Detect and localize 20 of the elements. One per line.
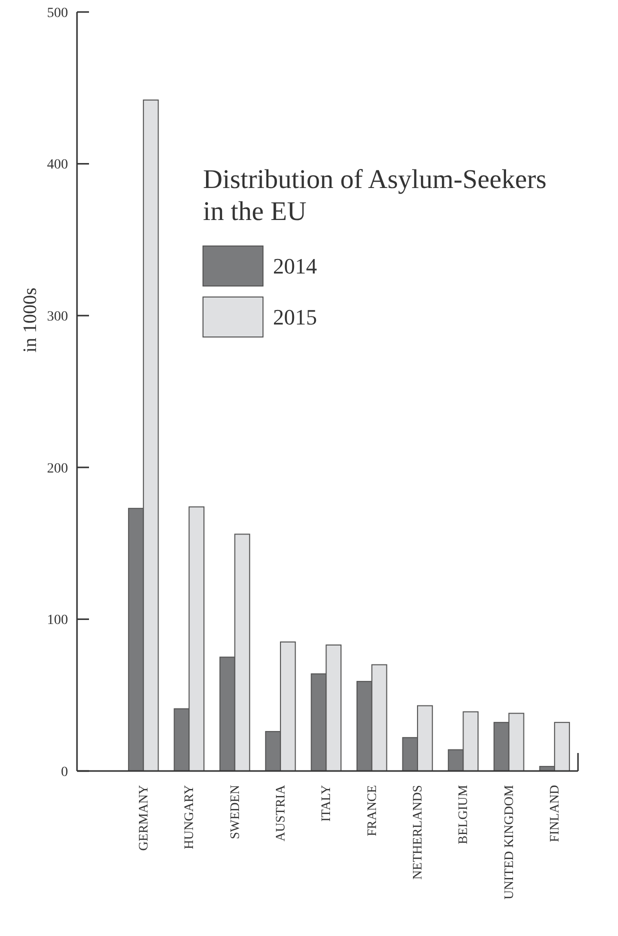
x-tick-label: HUNGARY [181, 784, 196, 850]
y-tick-label: 100 [47, 613, 68, 628]
x-tick-label: ITALY [318, 784, 334, 822]
x-tick-label: AUSTRIA [272, 784, 288, 842]
legend-label: 2015 [273, 304, 317, 330]
x-tick-label: GERMANY [135, 784, 150, 851]
y-tick-label: 500 [47, 6, 68, 21]
x-tick-label: FINLAND [546, 785, 562, 842]
x-tick-label: NETHERLANDS [410, 785, 425, 880]
y-axis-title: in 1000s [20, 288, 41, 352]
x-tick-label: UNITED KINGDOM [500, 784, 516, 900]
y-tick-label: 200 [47, 461, 68, 476]
text: Distribution of Asylum-Seekers in the EU [203, 164, 546, 226]
legend-label: 2014 [273, 254, 317, 279]
x-tick-label: FRANCE [364, 784, 379, 836]
y-tick-label: 400 [47, 158, 68, 173]
y-tick-label: 300 [47, 310, 68, 324]
x-tick-label: SWEDEN [226, 784, 242, 840]
y-tick-label: 0 [61, 764, 68, 780]
x-tick-label: BELGIUM [455, 784, 470, 844]
